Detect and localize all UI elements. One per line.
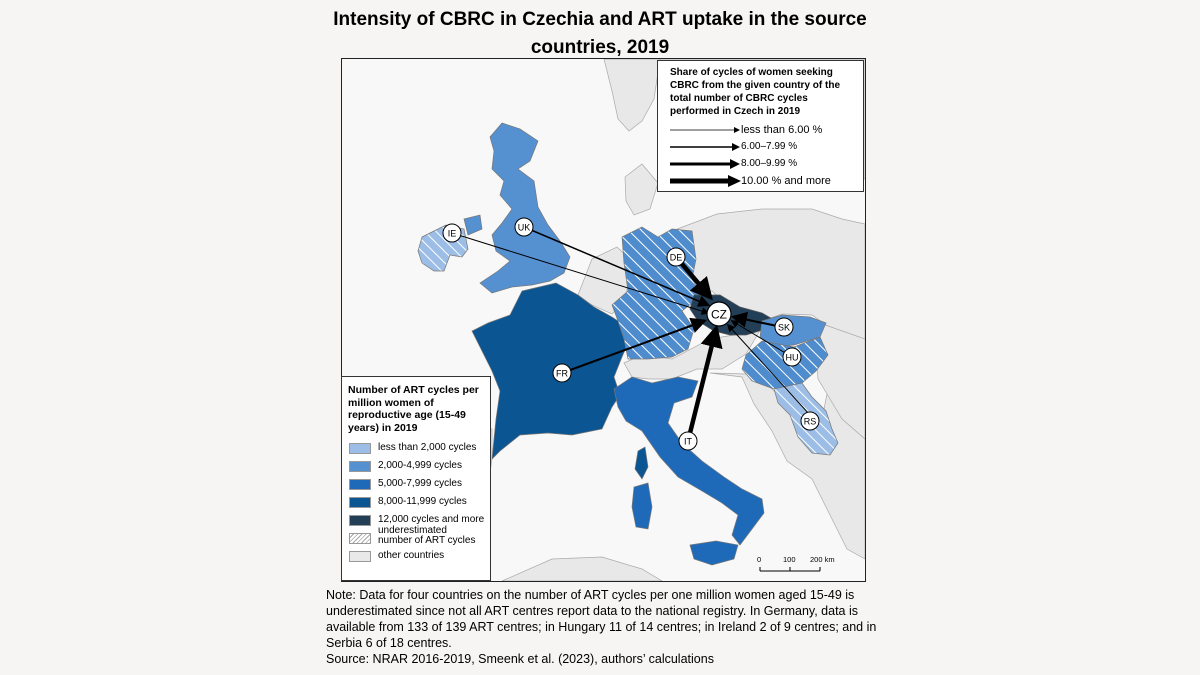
fill-legend-label: 8,000-11,999 cycles bbox=[378, 496, 467, 507]
fill-legend-row: 8,000-11,999 cycles bbox=[342, 494, 490, 512]
title-line-1: Intensity of CBRC in Czechia and ART upt… bbox=[333, 9, 867, 30]
label-hu[interactable]: HU bbox=[782, 347, 802, 367]
svg-text:CZ: CZ bbox=[711, 308, 727, 322]
arrow-sk-cz bbox=[730, 311, 783, 328]
country-northern-ireland bbox=[463, 214, 483, 236]
arrow-legend-row: 10.00 % and more bbox=[658, 173, 863, 190]
land-switzerland-austria bbox=[623, 326, 763, 380]
arrow-symbol-medium bbox=[670, 143, 740, 151]
arrow-fr-cz bbox=[561, 317, 708, 374]
svg-text:HU: HU bbox=[786, 353, 799, 363]
svg-text:FR: FR bbox=[556, 369, 568, 379]
swatch-under-2000 bbox=[349, 443, 371, 454]
swatch-other-countries bbox=[349, 551, 371, 562]
arrow-it-cz bbox=[685, 324, 723, 442]
swatch-12000-plus bbox=[349, 515, 371, 526]
label-rs[interactable]: RS bbox=[800, 411, 820, 431]
source-text: Source: NRAR 2016-2019, Smeenk et al. (2… bbox=[326, 652, 714, 666]
svg-text:SK: SK bbox=[778, 323, 790, 333]
swatch-2000-4999 bbox=[349, 461, 371, 472]
label-sk[interactable]: SK bbox=[774, 317, 794, 337]
svg-text:IE: IE bbox=[448, 229, 457, 239]
fill-legend-label: 2,000-4,999 cycles bbox=[378, 460, 462, 471]
arrow-legend-row: less than 6.00 % bbox=[658, 122, 863, 139]
svg-text:IT: IT bbox=[684, 437, 693, 447]
country-france bbox=[471, 282, 629, 460]
swatch-8000-11999 bbox=[349, 497, 371, 508]
label-uk[interactable]: UK bbox=[514, 217, 534, 237]
land-north-africa bbox=[501, 556, 663, 581]
arrow-legend-label: less than 6.00 % bbox=[741, 124, 823, 136]
label-it[interactable]: IT bbox=[678, 431, 698, 451]
arrow-legend-row: 8.00–9.99 % bbox=[658, 156, 863, 173]
fill-legend-heading: Number of ART cycles per million women o… bbox=[348, 384, 479, 434]
country-corsica bbox=[634, 446, 649, 480]
note-text: Note: Data for four countries on the num… bbox=[326, 588, 877, 650]
country-sardinia bbox=[631, 482, 653, 530]
swatch-5000-7999 bbox=[349, 479, 371, 490]
scale-200: 200 km bbox=[810, 555, 835, 564]
label-cz[interactable]: CZ bbox=[706, 301, 732, 327]
country-uk bbox=[479, 122, 571, 294]
arrow-legend-label: 8.00–9.99 % bbox=[741, 158, 798, 169]
arrow-uk-cz bbox=[523, 226, 711, 307]
title-line-2: countries, 2019 bbox=[530, 37, 670, 58]
scale-0: 0 bbox=[757, 555, 761, 564]
fill-legend-row: 5,000-7,999 cycles bbox=[342, 476, 490, 494]
land-denmark bbox=[624, 163, 659, 216]
fill-legend: Number of ART cycles per million women o… bbox=[341, 376, 491, 581]
fill-legend-row: underestimated number of ART cycles bbox=[342, 526, 490, 548]
fill-legend-label: underestimated number of ART cycles bbox=[378, 525, 476, 546]
swatch-underestimated bbox=[349, 533, 371, 544]
arrow-legend-label: 6.00–7.99 % bbox=[741, 141, 798, 152]
svg-text:RS: RS bbox=[804, 417, 817, 427]
label-ie[interactable]: IE bbox=[442, 223, 462, 243]
arrow-symbol-thick bbox=[670, 159, 740, 169]
arrow-legend: Share of cycles of women seeking CBRC fr… bbox=[657, 60, 864, 192]
fill-legend-row: 12,000 cycles and more bbox=[342, 512, 490, 530]
svg-text:DE: DE bbox=[670, 253, 683, 263]
scale-bar: 0 100 200 km bbox=[757, 555, 835, 572]
note-block: Note: Data for four countries on the num… bbox=[326, 587, 886, 667]
country-italy bbox=[613, 376, 765, 546]
fill-legend-row: other countries bbox=[342, 548, 490, 566]
arrow-hu-cz bbox=[730, 320, 793, 358]
arrow-rs-cz bbox=[726, 323, 811, 416]
fill-legend-row: 2,000-4,999 cycles bbox=[342, 458, 490, 476]
fill-legend-row: less than 2,000 cycles bbox=[342, 440, 490, 458]
land-romania bbox=[813, 320, 865, 440]
svg-text:UK: UK bbox=[518, 223, 531, 233]
label-fr[interactable]: FR bbox=[552, 363, 572, 383]
arrow-symbol-thin bbox=[670, 127, 740, 133]
arrow-legend-heading: Share of cycles of women seeking CBRC fr… bbox=[670, 67, 841, 117]
chart-title: Intensity of CBRC in Czechia and ART upt… bbox=[0, 6, 1200, 62]
fill-legend-label: other countries bbox=[378, 550, 445, 561]
arrow-symbol-heaviest bbox=[670, 175, 741, 187]
label-de[interactable]: DE bbox=[666, 247, 686, 267]
arrow-ie-cz bbox=[451, 232, 710, 315]
fill-legend-label: less than 2,000 cycles bbox=[378, 442, 477, 453]
arrow-legend-row: 6.00–7.99 % bbox=[658, 139, 863, 156]
arrow-legend-label: 10.00 % and more bbox=[741, 175, 831, 187]
country-sicily bbox=[689, 540, 739, 566]
fill-legend-label: 12,000 cycles and more bbox=[378, 514, 485, 525]
scale-100: 100 bbox=[783, 555, 796, 564]
fill-legend-label: 5,000-7,999 cycles bbox=[378, 478, 462, 489]
